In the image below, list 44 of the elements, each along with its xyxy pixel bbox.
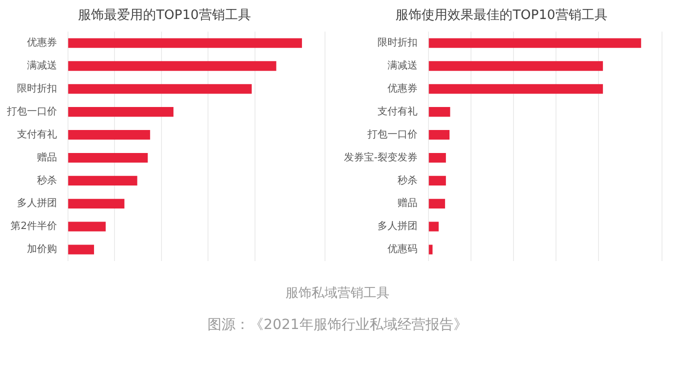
bar — [428, 107, 450, 117]
text: 图源：《2021年服饰行业私域经营报告》 — [206, 316, 468, 334]
bar — [428, 244, 433, 254]
y-tick-label: 满减送 — [27, 60, 57, 72]
y-tick-label: 打包一口价 — [366, 128, 418, 140]
y-tick-label: 限时折扣 — [378, 36, 418, 49]
y-tick-label: 赠品 — [37, 151, 57, 164]
bar — [68, 130, 150, 140]
y-tick-label: 优惠券 — [388, 82, 418, 95]
bar — [68, 222, 106, 232]
y-tick-label: 优惠码 — [388, 243, 418, 256]
bar — [68, 38, 302, 48]
bar — [428, 222, 439, 232]
y-tick-label: 满减送 — [388, 60, 418, 72]
bar — [428, 152, 446, 163]
chart-title: 服饰使用效果最佳的TOP10营销工具 — [396, 8, 608, 24]
y-tick-label: 打包一口价 — [6, 105, 57, 118]
chart-title: 服饰最爱用的TOP10营销工具 — [78, 8, 251, 24]
bar — [68, 107, 174, 117]
bar — [428, 198, 446, 208]
y-tick-label: 秒杀 — [37, 174, 57, 186]
bar — [428, 84, 603, 94]
y-tick-label: 赠品 — [398, 197, 418, 210]
bar — [68, 198, 124, 208]
y-tick-label: 支付有礼 — [378, 105, 418, 118]
y-tick-label: 秒杀 — [398, 174, 418, 186]
bar — [68, 244, 94, 254]
bar — [68, 176, 138, 186]
bar — [428, 130, 450, 140]
text: 服饰私域营销工具 — [284, 285, 390, 302]
bar — [68, 84, 252, 94]
bar — [68, 152, 148, 163]
bar — [68, 61, 276, 71]
y-tick-label: 优惠券 — [27, 36, 57, 49]
y-tick-label: 多人拼团 — [17, 197, 57, 210]
bar — [428, 176, 446, 186]
y-tick-label: 第2件半价 — [10, 220, 57, 232]
y-tick-label: 发券宝-裂变发券 — [344, 151, 418, 164]
y-tick-label: 支付有礼 — [17, 128, 57, 140]
bar — [428, 38, 642, 48]
y-tick-label: 加价购 — [27, 243, 57, 256]
bar — [428, 61, 603, 71]
y-tick-label: 多人拼团 — [378, 220, 418, 232]
y-tick-label: 限时折扣 — [17, 82, 57, 95]
